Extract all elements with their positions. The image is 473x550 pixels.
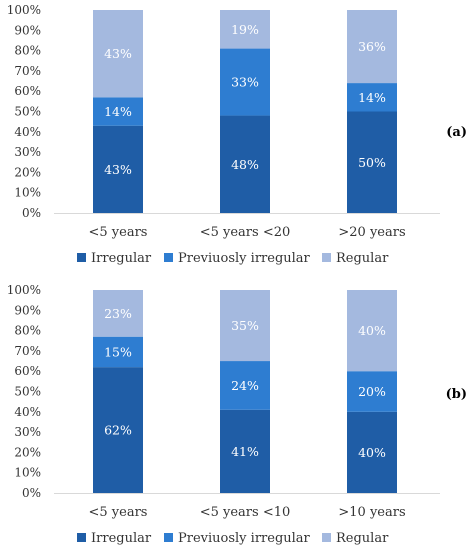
bar-segment: [347, 411, 397, 493]
x-category-label: >20 years: [338, 225, 405, 240]
y-tick-label: 70%: [14, 64, 41, 78]
legend-swatch: [77, 533, 86, 542]
data-label: 62%: [104, 423, 132, 438]
legend-swatch: [164, 533, 173, 542]
bar-segment: [220, 361, 270, 410]
y-tick-label: 0%: [22, 206, 41, 220]
legend-swatch: [322, 533, 331, 542]
x-category-label: <5 years <10: [200, 505, 291, 520]
x-category-label: <5 years <20: [200, 225, 291, 240]
x-category-label: <5 years: [89, 225, 148, 240]
legend-swatch: [77, 253, 86, 262]
bar-segment: [93, 125, 143, 213]
bar-segment: [220, 10, 270, 49]
bar-segment: [93, 336, 143, 368]
data-label: 40%: [358, 323, 386, 338]
data-label: 19%: [231, 22, 259, 37]
y-tick-label: 40%: [14, 125, 41, 139]
y-tick-label: 40%: [14, 405, 41, 419]
data-label: 14%: [358, 90, 386, 105]
y-tick-label: 30%: [14, 425, 41, 439]
y-tick-label: 20%: [14, 165, 41, 179]
legend-label: Regular: [336, 531, 389, 546]
data-label: 33%: [231, 75, 259, 90]
chart-panel-a: 0% 10% 20% 30% 40% 50% 60% 70% 80% 90% 100% 43% 14% 4…: [7, 3, 467, 266]
data-label: 35%: [231, 318, 259, 333]
y-tick-label: 70%: [14, 344, 41, 358]
legend-label: Irregular: [91, 531, 152, 546]
legend-label: Previuosly irregular: [178, 251, 311, 266]
y-tick-label: 90%: [14, 303, 41, 317]
data-label: 20%: [358, 384, 386, 399]
data-label: 40%: [358, 445, 386, 460]
bar-segment: [347, 371, 397, 412]
y-tick-label: 100%: [7, 283, 41, 297]
bar-segment: [220, 409, 270, 493]
data-label: 14%: [104, 104, 132, 119]
data-label: 43%: [104, 46, 132, 61]
data-label: 48%: [231, 157, 259, 172]
bar-segment: [220, 290, 270, 362]
legend-label: Regular: [336, 251, 389, 266]
legend-label: Previuosly irregular: [178, 531, 311, 546]
y-tick-label: 50%: [14, 385, 41, 399]
y-tick-label: 90%: [14, 23, 41, 37]
data-label: 23%: [104, 306, 132, 321]
data-label: 24%: [231, 378, 259, 393]
y-tick-label: 60%: [14, 84, 41, 98]
legend-label: Irregular: [91, 251, 152, 266]
data-label: 50%: [358, 155, 386, 170]
y-tick-label: 30%: [14, 145, 41, 159]
panel-label: (a): [446, 125, 467, 140]
y-tick-label: 80%: [14, 324, 41, 338]
y-tick-label: 50%: [14, 105, 41, 119]
bar-segment: [93, 290, 143, 337]
y-tick-label: 100%: [7, 3, 41, 17]
y-tick-label: 20%: [14, 445, 41, 459]
y-tick-label: 60%: [14, 364, 41, 378]
data-label: 41%: [231, 444, 259, 459]
bar-segment: [220, 48, 270, 116]
y-tick-label: 10%: [14, 186, 41, 200]
bar-segment: [93, 97, 143, 126]
bar-segment: [347, 83, 397, 112]
data-label: 36%: [358, 39, 386, 54]
y-tick-label: 0%: [22, 486, 41, 500]
bar-segment: [347, 111, 397, 213]
legend-swatch: [322, 253, 331, 262]
bar-segment: [347, 10, 397, 84]
x-category-label: >10 years: [338, 505, 405, 520]
bar-segment: [220, 115, 270, 213]
bar-segment: [347, 290, 397, 372]
bar-segment: [93, 10, 143, 98]
chart-panel-b: 0% 10% 20% 30% 40% 50% 60% 70% 80% 90% 100% 62% 15% 2…: [7, 283, 467, 546]
y-tick-label: 80%: [14, 44, 41, 58]
panel-label: (b): [446, 387, 467, 402]
y-tick-label: 10%: [14, 466, 41, 480]
legend-swatch: [164, 253, 173, 262]
bar-segment: [93, 367, 143, 493]
x-category-label: <5 years: [89, 505, 148, 520]
data-label: 43%: [104, 162, 132, 177]
data-label: 15%: [104, 344, 132, 359]
